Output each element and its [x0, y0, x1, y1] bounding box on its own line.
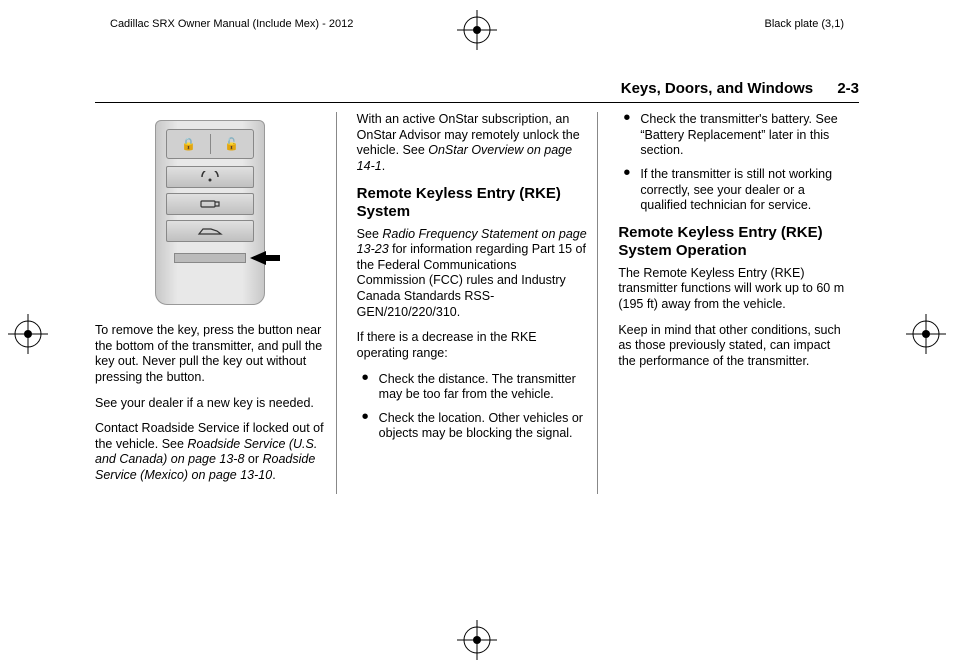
section-title: Keys, Doors, and Windows [621, 80, 813, 97]
rke-system-heading: Remote Keyless Entry (RKE) System [357, 185, 588, 221]
header-rule [95, 102, 859, 103]
lock-icon: 🔒 [181, 137, 196, 152]
col3-para-2: Keep in mind that other conditions, such… [618, 323, 849, 370]
col1-para-2: See your dealer if a new key is needed. [95, 396, 326, 412]
col2-list-item-2: Check the location. Other vehicles or ob… [357, 411, 588, 442]
fob-key-slot [174, 253, 246, 263]
col2-para-2: See Radio Frequency Statement on page 13… [357, 227, 588, 321]
col1-para-3: Contact Roadside Service if locked out o… [95, 421, 326, 484]
crop-mark-top [457, 10, 497, 50]
col2-para-3: If there is a decrease in the RKE operat… [357, 330, 588, 361]
col3-list-item-1: Check the transmitter's battery. See “Ba… [618, 112, 849, 159]
col2-para-1: With an active OnStar subscription, an O… [357, 112, 588, 175]
rke-operation-heading: Remote Keyless Entry (RKE) System Operat… [618, 224, 849, 260]
plate-info: Black plate (3,1) [765, 18, 844, 30]
fob-button-1 [166, 166, 254, 188]
column-2: With an active OnStar subscription, an O… [357, 112, 599, 494]
fob-button-3 [166, 220, 254, 242]
content-area: 🔒 🔓 To remove the key, press the button … [95, 112, 859, 494]
page-number: 2-3 [837, 80, 859, 97]
col3-list: Check the transmitter's battery. See “Ba… [618, 112, 849, 214]
crop-mark-right [906, 314, 946, 354]
manual-title: Cadillac SRX Owner Manual (Include Mex) … [110, 18, 353, 30]
fob-arrow-icon [250, 251, 266, 265]
col1-para-1: To remove the key, press the button near… [95, 323, 326, 386]
col2-list: Check the distance. The transmitter may … [357, 372, 588, 443]
page-header: Keys, Doors, and Windows 2-3 [621, 80, 859, 97]
crop-mark-left [8, 314, 48, 354]
col3-para-1: The Remote Keyless Entry (RKE) transmitt… [618, 266, 849, 313]
column-3: Check the transmitter's battery. See “Ba… [618, 112, 859, 494]
fob-lock-row: 🔒 🔓 [166, 129, 254, 159]
col2-list-item-1: Check the distance. The transmitter may … [357, 372, 588, 403]
fob-button-2 [166, 193, 254, 215]
key-fob-illustration: 🔒 🔓 [155, 120, 265, 305]
column-1: 🔒 🔓 To remove the key, press the button … [95, 112, 337, 494]
print-header: Cadillac SRX Owner Manual (Include Mex) … [0, 18, 954, 30]
unlock-icon: 🔓 [224, 137, 239, 152]
col3-list-item-2: If the transmitter is still not working … [618, 167, 849, 214]
crop-mark-bottom [457, 620, 497, 660]
